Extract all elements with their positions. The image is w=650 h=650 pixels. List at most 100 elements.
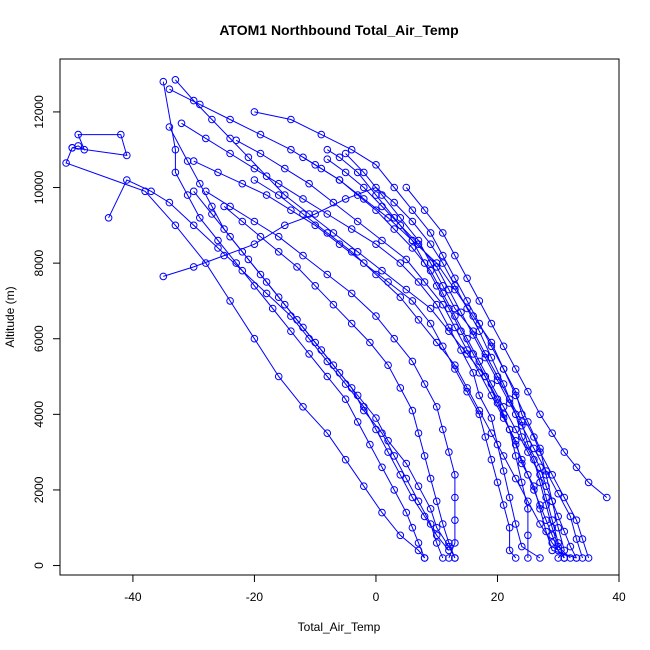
plot-area <box>62 76 611 562</box>
data-point <box>420 452 429 460</box>
data-point <box>341 168 350 177</box>
data-point <box>481 353 490 362</box>
data-point <box>262 172 271 180</box>
data-point <box>390 183 399 192</box>
data-point <box>226 297 234 305</box>
data-point <box>329 300 338 309</box>
data-point <box>475 297 484 305</box>
data-point <box>469 369 478 377</box>
y-tick-label: 6000 <box>32 325 46 352</box>
data-point <box>196 179 204 188</box>
data-point <box>171 76 180 84</box>
data-point <box>499 414 508 422</box>
data-point <box>323 372 332 381</box>
series-9 <box>159 183 575 562</box>
data-point <box>493 478 502 487</box>
data-point <box>542 467 550 475</box>
data-point <box>426 229 435 237</box>
data-point <box>499 467 508 475</box>
series-line <box>169 88 565 559</box>
data-point <box>463 297 471 305</box>
data-point <box>414 539 423 547</box>
data-point <box>463 304 471 313</box>
data-point <box>274 191 283 199</box>
data-point <box>287 115 295 124</box>
data-point <box>165 198 174 207</box>
data-point <box>572 463 581 472</box>
data-point <box>299 195 307 203</box>
data-point <box>536 444 544 453</box>
data-point <box>396 221 405 230</box>
data-point <box>408 206 417 214</box>
data-point <box>451 554 459 562</box>
data-point <box>74 130 82 139</box>
data-point <box>414 240 423 248</box>
data-point <box>372 161 380 169</box>
data-point <box>487 319 496 328</box>
data-point <box>530 482 538 491</box>
data-point <box>378 463 386 472</box>
data-point <box>432 263 441 271</box>
data-point <box>262 191 271 199</box>
series-line <box>163 186 571 559</box>
data-point <box>360 195 368 203</box>
data-point <box>189 96 198 105</box>
chart-title: ATOM1 Northbound Total_Air_Temp <box>219 22 458 38</box>
data-point <box>408 406 417 415</box>
data-point <box>554 512 563 521</box>
x-axis-label: Total_Air_Temp <box>298 620 381 634</box>
data-point <box>323 429 332 438</box>
data-point <box>360 482 368 491</box>
data-point <box>499 380 508 388</box>
series-20 <box>202 187 459 562</box>
data-point <box>493 440 502 449</box>
data-point <box>335 240 344 248</box>
data-point <box>396 531 405 540</box>
data-point <box>505 546 514 555</box>
data-point <box>147 187 155 196</box>
y-tick-label: 4000 <box>32 401 46 428</box>
data-point <box>341 149 350 158</box>
data-point <box>426 505 435 513</box>
data-point <box>439 520 447 528</box>
data-point <box>451 539 459 547</box>
data-point <box>238 179 247 188</box>
data-point <box>475 319 484 328</box>
data-point <box>420 278 429 286</box>
data-point <box>408 217 417 226</box>
data-point <box>274 232 283 241</box>
series-line <box>254 111 590 559</box>
data-point <box>323 229 332 237</box>
data-point <box>196 214 204 222</box>
data-point <box>511 554 520 562</box>
series-7 <box>250 108 593 562</box>
data-point <box>566 512 575 521</box>
data-point <box>554 554 563 562</box>
data-point <box>256 149 265 158</box>
data-point <box>445 448 453 456</box>
data-point <box>226 202 234 211</box>
series-line <box>205 190 456 559</box>
data-point <box>183 191 192 199</box>
data-point <box>232 136 240 145</box>
data-point <box>536 554 544 562</box>
data-point <box>457 308 465 317</box>
data-point <box>347 145 356 154</box>
data-point <box>250 176 259 184</box>
data-point <box>420 206 429 214</box>
data-point <box>560 527 569 536</box>
data-point <box>420 259 429 267</box>
data-point <box>487 338 496 347</box>
data-point <box>554 489 563 498</box>
data-point <box>183 157 192 165</box>
data-point <box>353 248 362 256</box>
data-point <box>463 384 471 392</box>
data-point <box>414 482 423 491</box>
data-point <box>262 289 271 298</box>
data-point <box>487 380 496 388</box>
series-13 <box>177 119 544 562</box>
data-point <box>408 493 417 502</box>
data-point <box>536 520 544 528</box>
data-point <box>335 176 344 184</box>
series-line <box>175 79 529 558</box>
